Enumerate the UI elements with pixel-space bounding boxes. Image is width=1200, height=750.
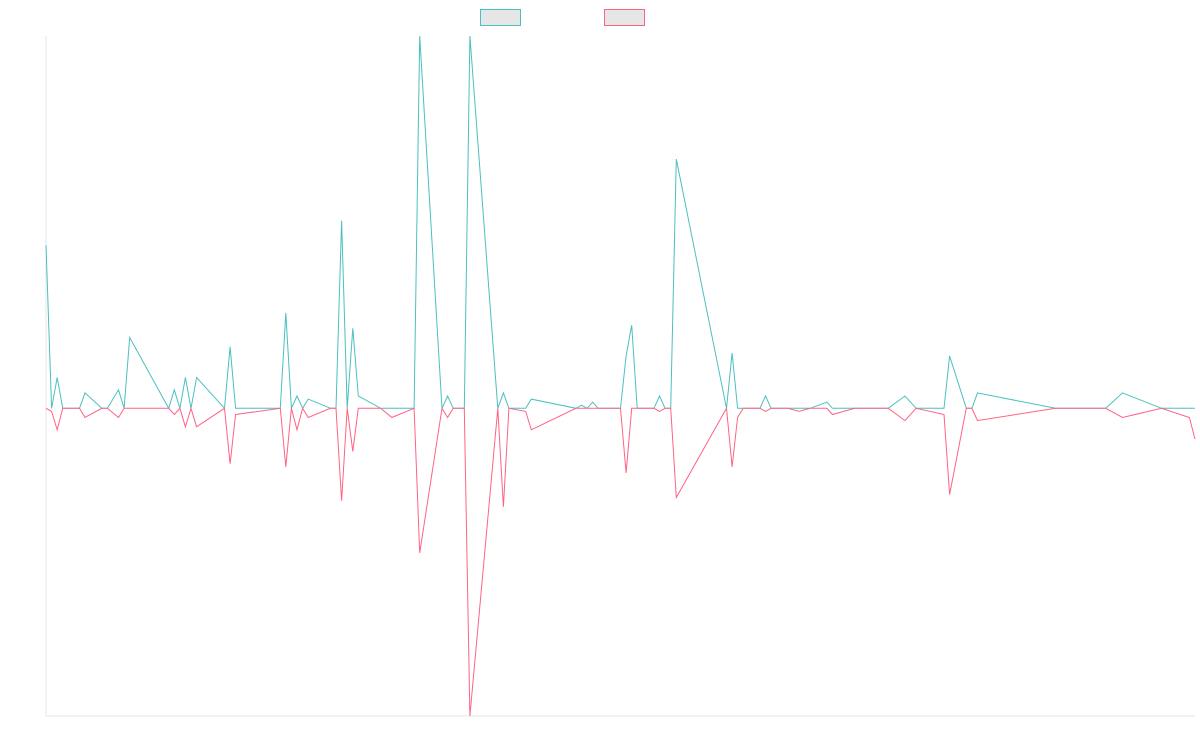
axes: [45, 36, 1195, 717]
legend-swatch-2[interactable]: [604, 9, 645, 26]
series-line-2: [45, 406, 1196, 717]
plot-area: [45, 35, 1196, 717]
series-line-1: [45, 35, 1195, 410]
legend: [480, 9, 645, 26]
legend-swatch-1[interactable]: [480, 9, 521, 26]
